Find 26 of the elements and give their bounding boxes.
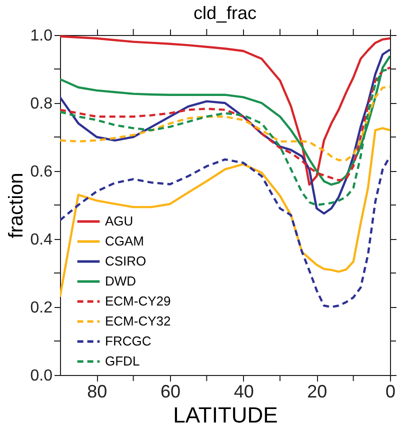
legend-label: CGAM <box>105 234 144 248</box>
chart-title: cld_frac <box>193 3 257 23</box>
line-series <box>60 155 390 308</box>
y-tick-label: 0.6 <box>30 164 53 180</box>
x-tick-label: 20 <box>307 382 328 402</box>
legend-label: GFDL <box>105 354 140 368</box>
x-tick-label: 60 <box>160 382 181 402</box>
y-tick-label: 1.0 <box>30 28 53 44</box>
y-tick-label: 0.2 <box>30 300 53 316</box>
x-tick-label: 40 <box>234 382 254 402</box>
x-tick-label: 0 <box>385 382 396 402</box>
y-tick-label: 0.0 <box>30 368 53 384</box>
y-axis-title: fraction <box>5 172 28 238</box>
x-axis-title: LATITUDE <box>173 402 278 428</box>
x-tick-label: 80 <box>87 382 108 402</box>
legend-label: AGU <box>105 214 134 228</box>
legend-label: ECM-CY32 <box>105 314 171 328</box>
legend-label: CSIRO <box>105 254 146 268</box>
legend-label: FRCGC <box>105 334 152 348</box>
legend-label: DWD <box>105 274 136 288</box>
y-tick-label: 0.4 <box>30 232 53 248</box>
line-series <box>60 127 390 298</box>
line-series <box>60 86 390 162</box>
y-tick-label: 0.8 <box>30 96 53 112</box>
legend-label: ECM-CY29 <box>105 294 171 308</box>
line-series <box>60 48 390 215</box>
